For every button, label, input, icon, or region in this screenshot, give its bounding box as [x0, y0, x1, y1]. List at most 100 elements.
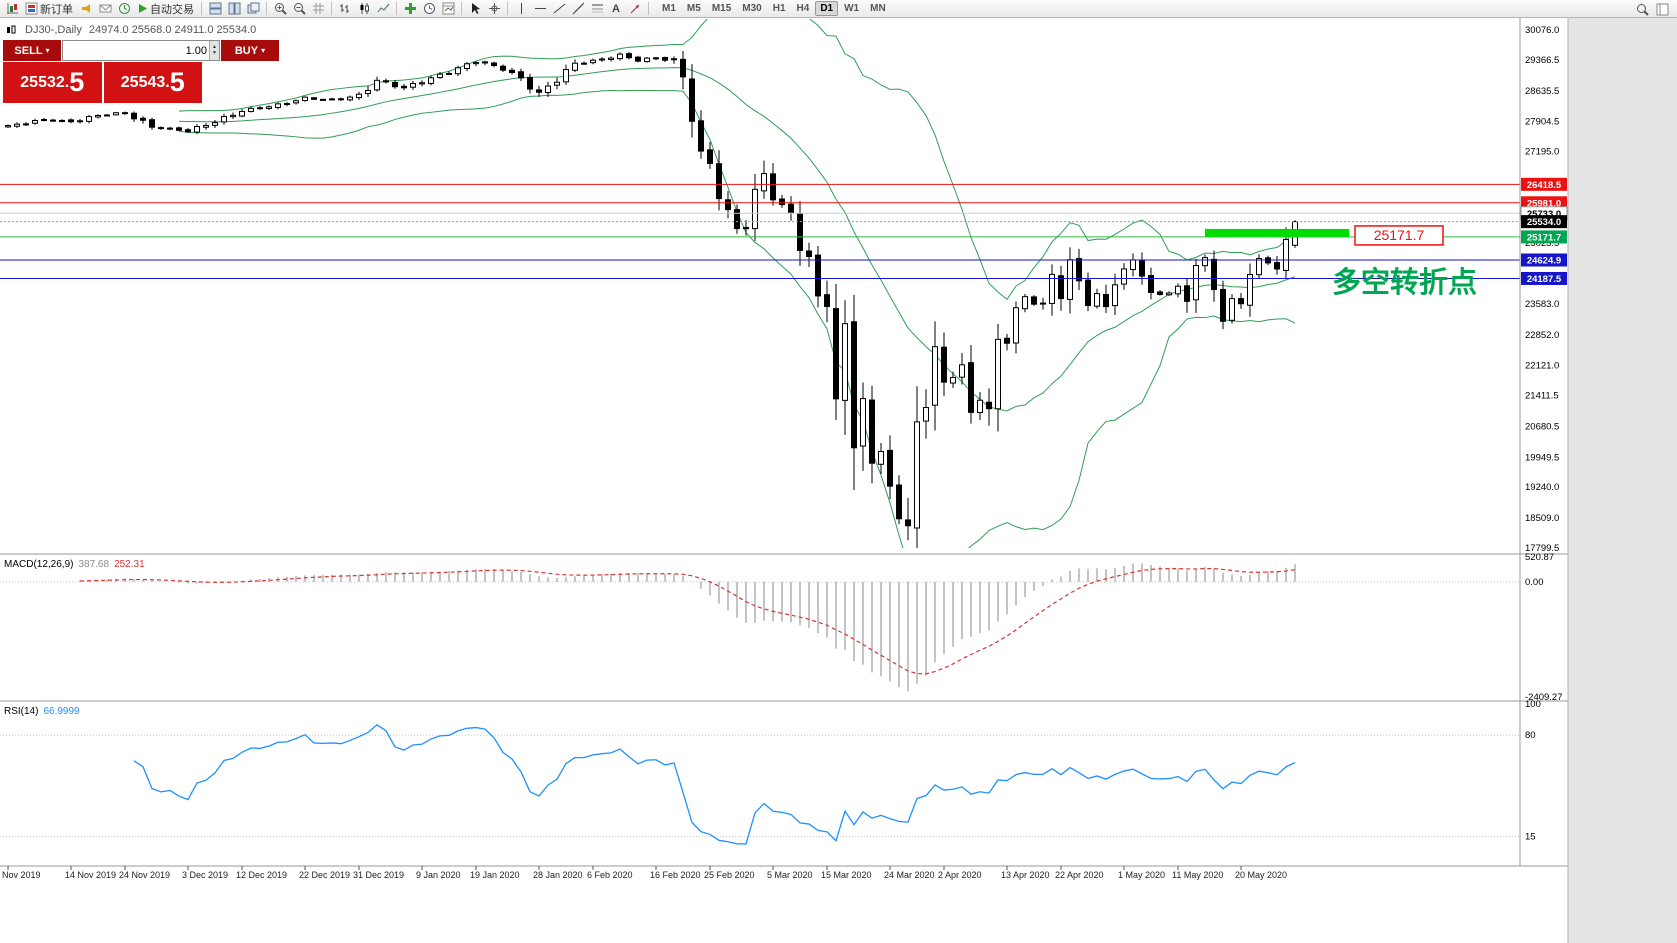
date-axis-label: 22 Apr 2020	[1055, 870, 1104, 880]
volume-input[interactable]	[63, 41, 209, 60]
macd-signal-line	[79, 567, 1296, 675]
date-axis-label: 2 Apr 2020	[938, 870, 982, 880]
level-label-text: 25171.7	[1374, 227, 1425, 243]
date-axis-label: 9 Jan 2020	[416, 870, 461, 880]
alert-horn-icon[interactable]	[77, 1, 95, 17]
text-tool-icon[interactable]: A	[607, 1, 625, 17]
timeframe-M1[interactable]: M1	[662, 3, 676, 14]
market-watch-icon[interactable]	[115, 1, 133, 17]
macd-axis-label: 520.87	[1525, 552, 1554, 563]
line-chart-mode-icon[interactable]	[374, 1, 392, 17]
symbol-title: DJ30-,Daily	[25, 24, 82, 36]
date-axis-label: 24 Nov 2019	[119, 870, 170, 880]
date-axis-label: 14 Nov 2019	[65, 870, 116, 880]
crosshair-tool-icon[interactable]	[485, 1, 503, 17]
price-axis-label: 21411.5	[1525, 391, 1559, 402]
chart-window-icon[interactable]	[3, 1, 21, 17]
one-click-trading-widget: SELL ▾ ▲ ▼ BUY ▾ 25532. 5 25543. 5	[3, 40, 279, 103]
text-tool-glyph: A	[612, 2, 620, 15]
collapse-panel-icon[interactable]	[1653, 1, 1671, 17]
search-icon[interactable]	[1633, 1, 1651, 17]
date-axis-label: 1 May 2020	[1118, 870, 1165, 880]
date-axis-label: 12 Dec 2019	[236, 870, 287, 880]
cascade-windows-icon[interactable]	[244, 1, 262, 17]
timeframe-M15[interactable]: M15	[711, 3, 732, 14]
chart-header: DJ30-,Daily 24974.0 25568.0 24911.0 2553…	[6, 24, 256, 36]
timeframe-H1[interactable]: H1	[772, 3, 786, 14]
price-tag: 25981.0	[1527, 198, 1561, 209]
level-label-box[interactable]	[1354, 225, 1444, 246]
new-order-button[interactable]: 新订单	[22, 1, 76, 17]
timeframe-MN[interactable]: MN	[870, 3, 886, 14]
auto-trading-label: 自动交易	[150, 3, 194, 16]
rsi-axis-label: 15	[1525, 832, 1536, 843]
date-axis-label: 24 Mar 2020	[884, 870, 935, 880]
date-axis-label: 13 Apr 2020	[1001, 870, 1050, 880]
zoom-out-icon[interactable]	[290, 1, 308, 17]
price-axis-label: 22852.0	[1525, 330, 1559, 341]
timeframe-W1[interactable]: W1	[844, 3, 860, 14]
toolbar-separator	[331, 2, 332, 15]
sell-button[interactable]: SELL ▾	[3, 40, 61, 61]
spinner-down-icon[interactable]: ▼	[212, 49, 217, 56]
toolbar-separator	[266, 2, 267, 15]
buy-button[interactable]: BUY ▾	[220, 40, 279, 61]
tile-vertical-icon[interactable]	[225, 1, 243, 17]
spinner-up-icon[interactable]: ▲	[212, 44, 217, 50]
sell-price-button[interactable]: 25532. 5	[3, 62, 102, 103]
buy-price-button[interactable]: 25543. 5	[103, 62, 202, 103]
timeframe-M5[interactable]: M5	[686, 3, 701, 14]
auto-trading-button[interactable]: 自动交易	[134, 1, 197, 17]
sell-price: 25532.	[20, 73, 70, 91]
template-icon[interactable]	[439, 1, 457, 17]
fibonacci-tool-icon[interactable]	[588, 1, 606, 17]
price-axis-label: 29366.5	[1525, 55, 1559, 66]
turning-point-annotation: 多空转折点	[1332, 265, 1477, 299]
candlestick-mode-icon[interactable]	[355, 1, 373, 17]
support-highlight-rect[interactable]	[1205, 228, 1349, 237]
toolbar: 新订单 自动交易	[0, 0, 1677, 18]
rsi-line	[133, 723, 1296, 845]
horizontal-line-tool-icon[interactable]	[531, 1, 549, 17]
ohlc-values: 24974.0 25568.0 24911.0 25534.0	[88, 24, 257, 36]
date-axis-label: 22 Dec 2019	[299, 870, 350, 880]
period-clock-icon[interactable]	[420, 1, 438, 17]
price-tag: 25534.0	[1527, 217, 1561, 228]
macd-panel-label: MACD(12,26,9) 387.68 252.31	[4, 559, 145, 570]
macd-axis-label: 0.00	[1525, 577, 1544, 588]
rsi-panel-label: RSI(14) 66.9999	[4, 706, 80, 717]
symbol-chart-icon	[7, 25, 16, 34]
dropdown-caret-icon: ▾	[45, 45, 50, 55]
add-indicator-icon[interactable]	[401, 1, 419, 17]
buy-price: 25543.	[120, 73, 170, 91]
macd-axis-label: -2409.27	[1525, 692, 1563, 703]
bollinger-bands	[178, 19, 1296, 548]
mailbox-icon[interactable]	[96, 1, 114, 17]
timeframe-M30[interactable]: M30	[742, 3, 762, 14]
timeframe-H4[interactable]: H4	[796, 3, 810, 14]
bar-chart-mode-icon[interactable]	[336, 1, 354, 17]
sell-price-big-digit: 5	[69, 67, 85, 98]
price-axis-label: 27195.0	[1525, 147, 1559, 158]
channel-tool-icon[interactable]	[569, 1, 587, 17]
volume-spinner[interactable]: ▲ ▼	[209, 41, 219, 60]
new-order-label: 新订单	[40, 3, 73, 16]
volume-box: ▲ ▼	[62, 40, 220, 61]
arrow-tool-icon[interactable]	[626, 1, 644, 17]
date-axis-label: Nov 2019	[2, 870, 41, 880]
vertical-line-tool-icon[interactable]	[512, 1, 530, 17]
timeframe-D1[interactable]: D1	[815, 1, 839, 16]
buy-label: BUY	[234, 44, 259, 57]
toolbar-separator	[396, 2, 397, 15]
zoom-in-icon[interactable]	[271, 1, 289, 17]
grid-icon[interactable]	[309, 1, 327, 17]
trendline-tool-icon[interactable]	[550, 1, 568, 17]
price-tag: 25733.0	[1527, 209, 1561, 220]
date-axis-label: 6 Feb 2020	[587, 870, 633, 880]
tile-windows-icon[interactable]	[206, 1, 224, 17]
cursor-tool-icon[interactable]	[466, 1, 484, 17]
price-axis-label: 28635.5	[1525, 86, 1559, 97]
toolbar-separator	[201, 2, 202, 15]
price-axis-label: 20680.5	[1525, 421, 1559, 432]
